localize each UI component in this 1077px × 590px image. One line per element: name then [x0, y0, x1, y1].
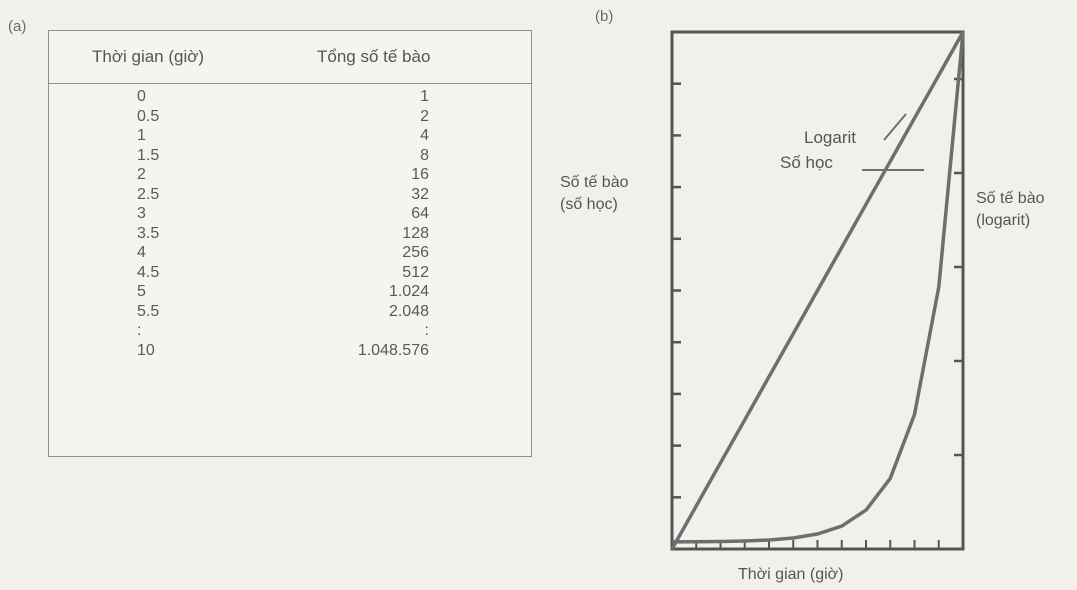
table-row: 2 16 — [49, 165, 531, 185]
cell-total: 256 — [402, 244, 429, 261]
series-logarit-line — [670, 31, 965, 550]
cell-time: 2.5 — [137, 185, 160, 203]
table-header-rule — [49, 83, 531, 84]
cell-time: 10 — [137, 341, 155, 359]
y-axis-label-left-line1: Số tế bào — [560, 174, 629, 191]
panel-b-label: (b) — [595, 8, 614, 25]
cell-time: 5.5 — [137, 302, 160, 320]
table-row: 2.5 32 — [49, 185, 531, 205]
table-row: 3.5 128 — [49, 224, 531, 244]
cell-time: 0.5 — [137, 107, 160, 125]
y-axis-label-left: Số tế bào (số học) — [560, 172, 629, 216]
cell-time: 3 — [137, 205, 146, 222]
cell-time: 2 — [137, 166, 146, 183]
cell-total: 4 — [420, 127, 429, 144]
cell-total: 2.048 — [388, 302, 429, 320]
table-header-total-cells: Tổng số tế bào — [317, 47, 431, 66]
cell-time: 3.5 — [137, 224, 160, 242]
y-axis-label-right-line2: (logarit) — [976, 212, 1031, 229]
panel-a-label: (a) — [8, 18, 27, 35]
cell-total: 2 — [420, 107, 429, 125]
logarit-label-leader — [883, 113, 907, 141]
cell-total: 16 — [411, 166, 429, 183]
table-row: 4 256 — [49, 243, 531, 263]
cell-total: 8 — [420, 146, 429, 164]
table-row: 5.5 2.048 — [49, 302, 531, 322]
cell-total: 1 — [420, 88, 429, 105]
cell-total: 64 — [411, 205, 429, 222]
table-row: 4.5 512 — [49, 263, 531, 283]
cell-total: : — [424, 322, 429, 339]
cell-total: 32 — [411, 185, 429, 203]
left-axis-ticks — [672, 82, 681, 499]
cell-total: 512 — [402, 263, 429, 281]
cell-total: 1.048.576 — [357, 341, 429, 359]
y-axis-label-right: Số tế bào (logarit) — [976, 188, 1045, 232]
cell-time: 1.5 — [137, 146, 160, 164]
table-row: :: — [49, 321, 531, 341]
table-header-time: Thời gian (giờ) — [92, 47, 205, 66]
cell-time: 1 — [137, 127, 146, 144]
cell-time: 0 — [137, 88, 146, 105]
table-row: 10 1.048.576 — [49, 341, 531, 361]
table-row: 3 64 — [49, 204, 531, 224]
cell-time: : — [137, 322, 142, 339]
y-axis-label-left-line2: (số học) — [560, 196, 618, 213]
cell-time: 5 — [137, 283, 146, 300]
cell-total: 1.024 — [388, 283, 429, 300]
table-row: 5 1.024 — [49, 282, 531, 302]
series-so-hoc-line — [671, 31, 965, 544]
table-row: 1.5 8 — [49, 146, 531, 166]
series-so-hoc-label: Số học — [780, 153, 833, 172]
cell-time: 4.5 — [137, 263, 160, 281]
cell-total: 128 — [402, 224, 429, 242]
y-axis-label-right-line1: Số tế bào — [976, 190, 1045, 207]
table-row: 0.5 2 — [49, 107, 531, 127]
table-body: 0 1 0.5 2 1 4 1.5 8 2 16 2.5 32 3 64 3.5 128 4 256 4.5 512 5… — [49, 87, 531, 360]
x-axis-label: Thời gian (giờ) — [738, 566, 844, 583]
cell-time: 4 — [137, 244, 146, 261]
series-logarit-label: Logarit — [804, 128, 856, 147]
cell-count-table: Thời gian (giờ) Tổng số tế bào 0 1 0.5 2 1 4 1… — [48, 30, 532, 457]
